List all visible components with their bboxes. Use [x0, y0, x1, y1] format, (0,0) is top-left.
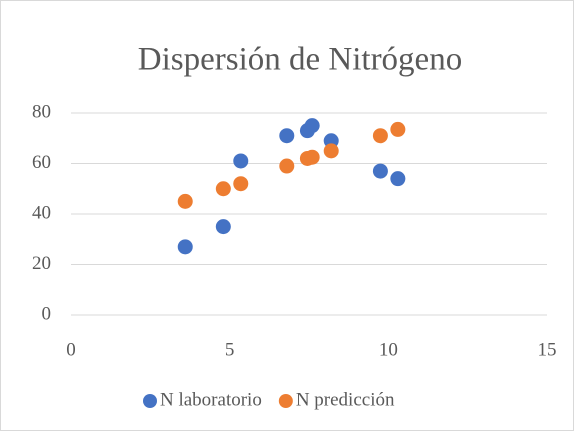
point	[323, 143, 339, 159]
y-tick-label: 40	[32, 202, 51, 223]
point	[233, 176, 249, 192]
point	[279, 158, 295, 174]
x-tick-label: 10	[379, 339, 398, 360]
point	[215, 219, 231, 235]
point	[372, 128, 388, 144]
point	[279, 128, 295, 144]
y-tick-label: 80	[32, 101, 51, 122]
point	[177, 239, 193, 255]
point	[372, 163, 388, 179]
legend-marker	[143, 394, 157, 408]
legend-label: N predicción	[296, 389, 395, 410]
point	[215, 181, 231, 197]
legend-label: N laboratorio	[160, 389, 262, 410]
point	[390, 171, 406, 187]
x-tick-label: 15	[538, 339, 557, 360]
point	[304, 149, 320, 165]
legend-marker	[278, 394, 293, 408]
point	[177, 193, 193, 209]
x-tick-label: 5	[225, 339, 235, 360]
point	[304, 118, 320, 134]
y-tick-label: 0	[42, 303, 52, 324]
x-tick-label: 0	[66, 339, 76, 360]
y-tick-label: 20	[32, 253, 51, 274]
y-tick-label: 60	[32, 152, 51, 173]
point	[390, 121, 406, 137]
point	[233, 153, 249, 169]
chart-title: Dispersión de Nitrógeno	[138, 42, 462, 78]
